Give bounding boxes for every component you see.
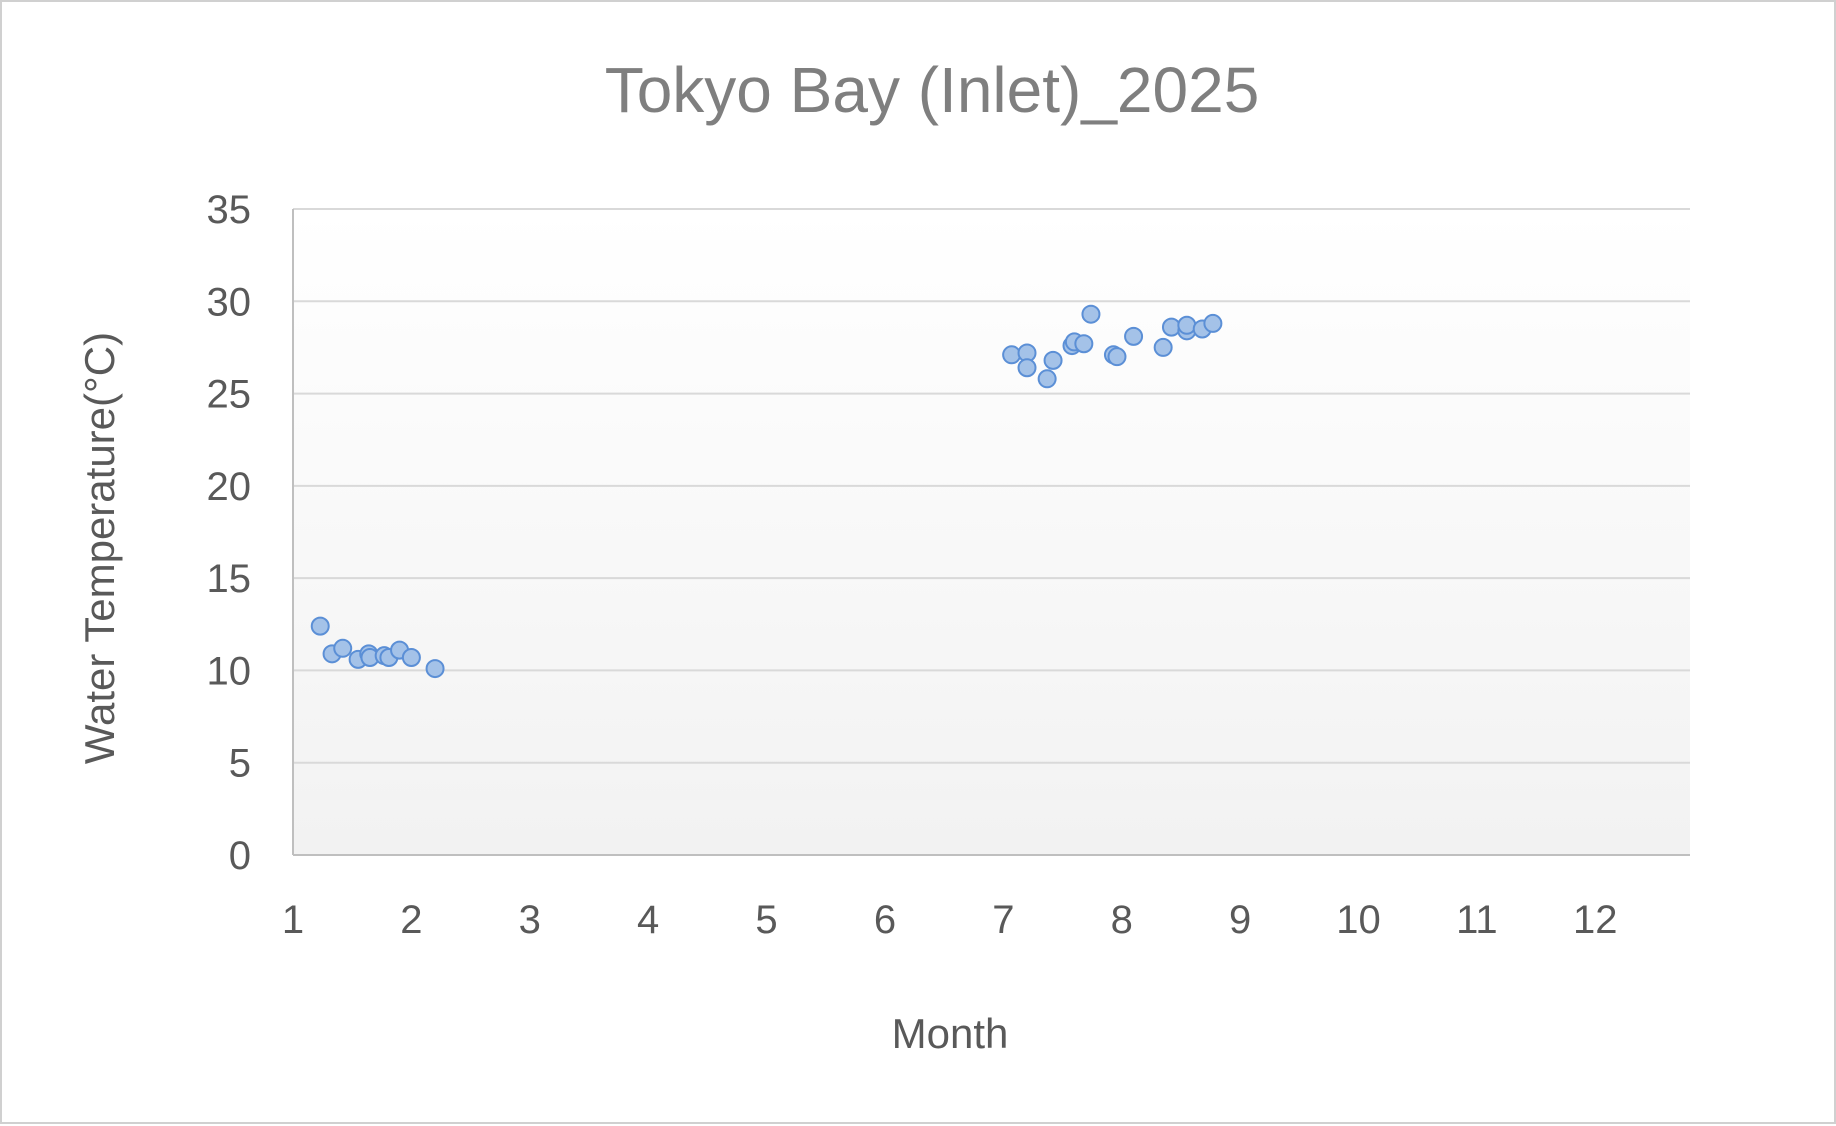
y-tick-label: 35	[207, 188, 252, 232]
gridlines	[293, 208, 1690, 764]
data-point	[1107, 347, 1127, 367]
y-tick-label: 0	[229, 834, 251, 878]
data-point	[1161, 317, 1181, 337]
chart-title: Tokyo Bay (Inlet)_2025	[605, 54, 1260, 126]
data-point	[1043, 350, 1063, 370]
x-tick-label: 1	[282, 898, 304, 942]
data-point	[1153, 337, 1173, 357]
x-tick-label: 12	[1573, 898, 1618, 942]
data-point	[1124, 326, 1144, 346]
data-point	[401, 648, 421, 668]
x-tick-label: 2	[400, 898, 422, 942]
y-tick-label: 10	[207, 649, 252, 693]
y-tick-label: 30	[207, 280, 252, 324]
x-tick-label: 9	[1229, 898, 1251, 942]
data-point	[1074, 334, 1094, 354]
data-point	[1081, 304, 1101, 324]
data-point	[1177, 315, 1197, 335]
x-tick-label: 4	[637, 898, 659, 942]
data-point	[1203, 313, 1223, 333]
x-tick-label: 10	[1336, 898, 1381, 942]
data-point	[310, 616, 330, 636]
y-tick-label: 15	[207, 557, 252, 601]
data-point	[1002, 345, 1022, 365]
x-tick-label: 8	[1111, 898, 1133, 942]
y-tick-label: 5	[229, 742, 251, 786]
data-point	[1017, 358, 1037, 378]
data-point	[333, 638, 353, 658]
x-tick-label: 7	[992, 898, 1014, 942]
data-point	[1037, 369, 1057, 389]
plot-area	[293, 209, 1690, 855]
y-tick-label: 25	[207, 373, 252, 417]
x-tick-label: 5	[755, 898, 777, 942]
y-tick-label: 20	[207, 465, 252, 509]
axes	[292, 209, 1690, 856]
data-point	[425, 659, 445, 679]
x-tick-label: 6	[874, 898, 896, 942]
x-axis-title: Month	[892, 1010, 1009, 1057]
x-tick-label: 11	[1456, 898, 1498, 942]
data-points	[310, 304, 1223, 679]
y-axis-title: Water Temperature(°C)	[76, 332, 123, 764]
x-tick-label: 3	[519, 898, 541, 942]
